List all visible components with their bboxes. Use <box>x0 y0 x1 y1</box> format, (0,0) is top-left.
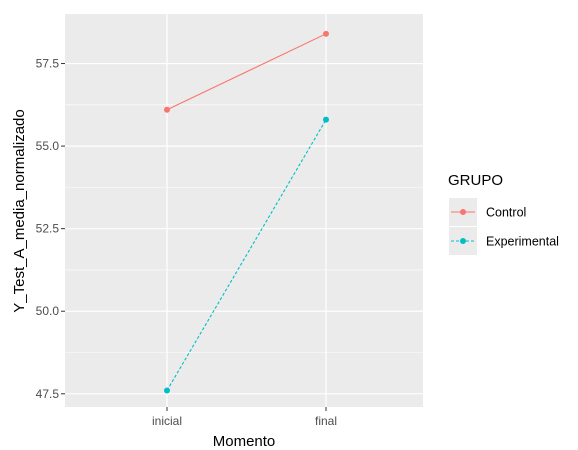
x-axis-title: Momento <box>213 433 276 450</box>
data-point <box>323 30 329 37</box>
legend-key-point <box>460 209 466 215</box>
minor-gridlines <box>65 104 423 353</box>
y-tick-label: 57.5 <box>36 57 60 71</box>
plot-panel <box>65 14 423 407</box>
x-axis: inicial final <box>152 407 337 428</box>
y-tick-label: 50.0 <box>36 304 60 318</box>
data-point <box>164 387 170 394</box>
x-tick-label: inicial <box>152 414 182 428</box>
series-line <box>166 119 327 391</box>
legend-label: Control <box>486 206 526 220</box>
legend-title: GRUPO <box>448 172 503 189</box>
data-point <box>323 116 329 123</box>
series-layer <box>164 30 329 394</box>
legend: GRUPO Control Experimental <box>448 172 559 255</box>
legend-label: Experimental <box>486 235 559 249</box>
y-tick-label: 52.5 <box>36 222 60 236</box>
data-point <box>164 106 170 113</box>
major-gridlines <box>65 14 423 407</box>
y-tick-label: 47.5 <box>36 387 60 401</box>
legend-key-point <box>460 238 466 244</box>
y-tick-label: 55.0 <box>36 139 60 153</box>
y-axis: 47.5 50.0 52.5 55.0 57.5 <box>36 57 65 401</box>
series-line <box>166 33 327 111</box>
x-tick-label: final <box>315 414 337 428</box>
y-axis-title: Y_Test_A_media_normalizado <box>11 109 28 312</box>
